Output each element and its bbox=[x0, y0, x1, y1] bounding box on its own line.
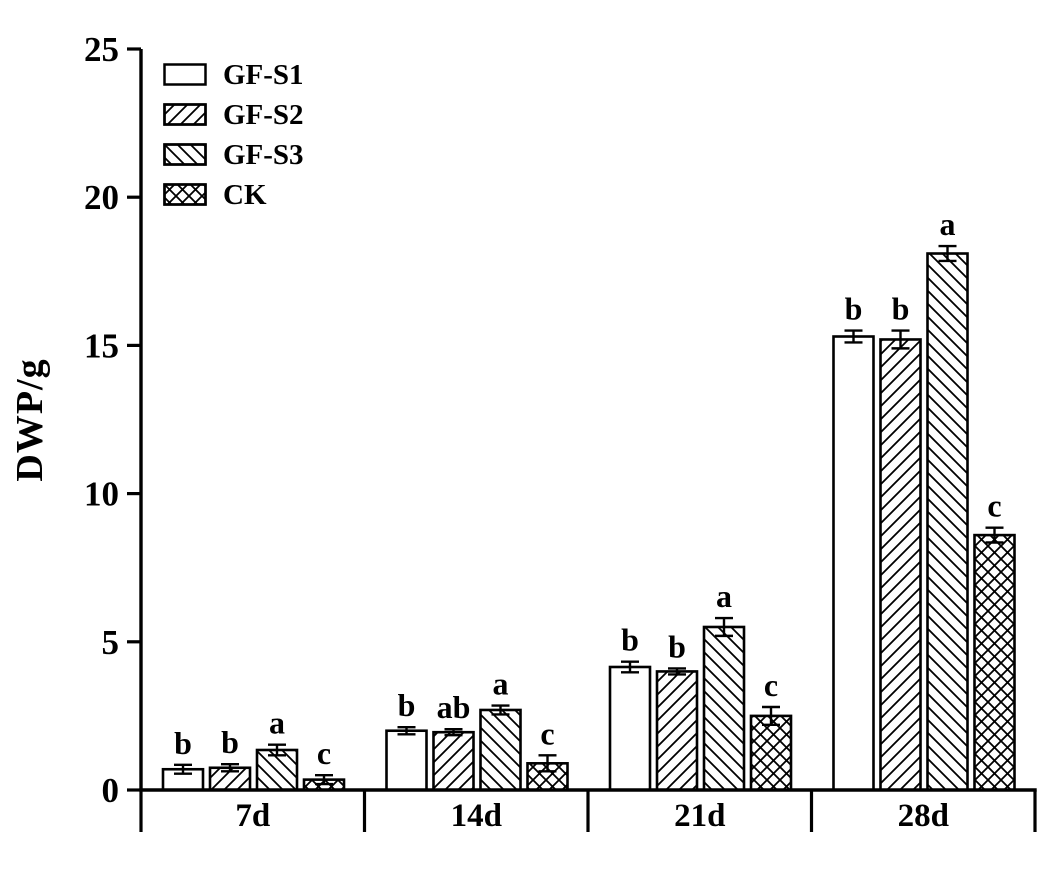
legend-swatch-back-hatch-icon bbox=[163, 143, 207, 166]
sig-letter: c bbox=[317, 735, 331, 771]
bar-gf-s3-14d bbox=[479, 708, 522, 792]
bar-gf-s1-14d bbox=[385, 729, 428, 792]
bar-ck-21d bbox=[749, 714, 793, 792]
bar-gf-s1-28d bbox=[832, 335, 875, 792]
sig-letter: b bbox=[221, 724, 239, 760]
legend: GF-S1 GF-S2 GF-S3 CK bbox=[163, 55, 304, 215]
category-label: 28d bbox=[898, 798, 949, 834]
bar-gf-s1-21d bbox=[608, 665, 652, 792]
bars-layer bbox=[161, 252, 1016, 792]
y-tick-label: 20 bbox=[84, 178, 119, 217]
legend-item-gf-s3: GF-S3 bbox=[163, 135, 304, 175]
legend-label: GF-S1 bbox=[223, 58, 304, 91]
sig-letter: c bbox=[987, 488, 1001, 524]
sig-letter: ab bbox=[437, 689, 471, 725]
bar-gf-s2-14d bbox=[432, 730, 475, 792]
axes-layer: 7d 14d 21d 28d 0 5 10 15 20 25 bbox=[84, 30, 1037, 834]
y-tick-label: 10 bbox=[84, 475, 119, 514]
y-tick-label: 25 bbox=[84, 30, 119, 69]
legend-label: CK bbox=[223, 178, 267, 211]
sig-letter: b bbox=[398, 687, 416, 723]
legend-swatch-blank-icon bbox=[163, 63, 207, 86]
y-tick-label: 0 bbox=[102, 771, 120, 810]
legend-label: GF-S3 bbox=[223, 138, 304, 171]
legend-label: GF-S2 bbox=[223, 98, 304, 131]
y-tick-label: 15 bbox=[84, 326, 119, 365]
y-tick-label: 5 bbox=[102, 623, 120, 662]
error-bars-layer bbox=[174, 244, 1004, 786]
sig-letter: b bbox=[892, 291, 910, 327]
sig-letter: b bbox=[621, 622, 639, 658]
category-label: 14d bbox=[451, 798, 502, 834]
category-label: 21d bbox=[674, 798, 725, 834]
legend-swatch-cross-hatch-icon bbox=[163, 183, 207, 206]
sig-letter: c bbox=[764, 667, 778, 703]
y-axis-label: DWP/g bbox=[9, 358, 51, 482]
legend-item-gf-s1: GF-S1 bbox=[163, 55, 304, 95]
sig-letter: a bbox=[716, 578, 732, 614]
legend-swatch-forward-hatch-icon bbox=[163, 103, 207, 126]
legend-item-ck: CK bbox=[163, 175, 304, 215]
category-label: 7d bbox=[235, 798, 270, 834]
sig-letter: a bbox=[493, 666, 509, 702]
bar-gf-s3-28d bbox=[926, 252, 969, 792]
legend-item-gf-s2: GF-S2 bbox=[163, 95, 304, 135]
sig-letter: b bbox=[174, 725, 192, 761]
sig-letter: c bbox=[540, 715, 554, 751]
sig-letter: a bbox=[269, 705, 285, 741]
sig-letter: a bbox=[940, 206, 956, 242]
bar-gf-s2-21d bbox=[655, 670, 699, 792]
sig-letter: b bbox=[845, 291, 863, 327]
bar-gf-s2-28d bbox=[879, 338, 922, 792]
bar-gf-s3-21d bbox=[702, 625, 746, 792]
sig-letter: b bbox=[668, 628, 686, 664]
bar-ck-28d bbox=[973, 533, 1016, 792]
